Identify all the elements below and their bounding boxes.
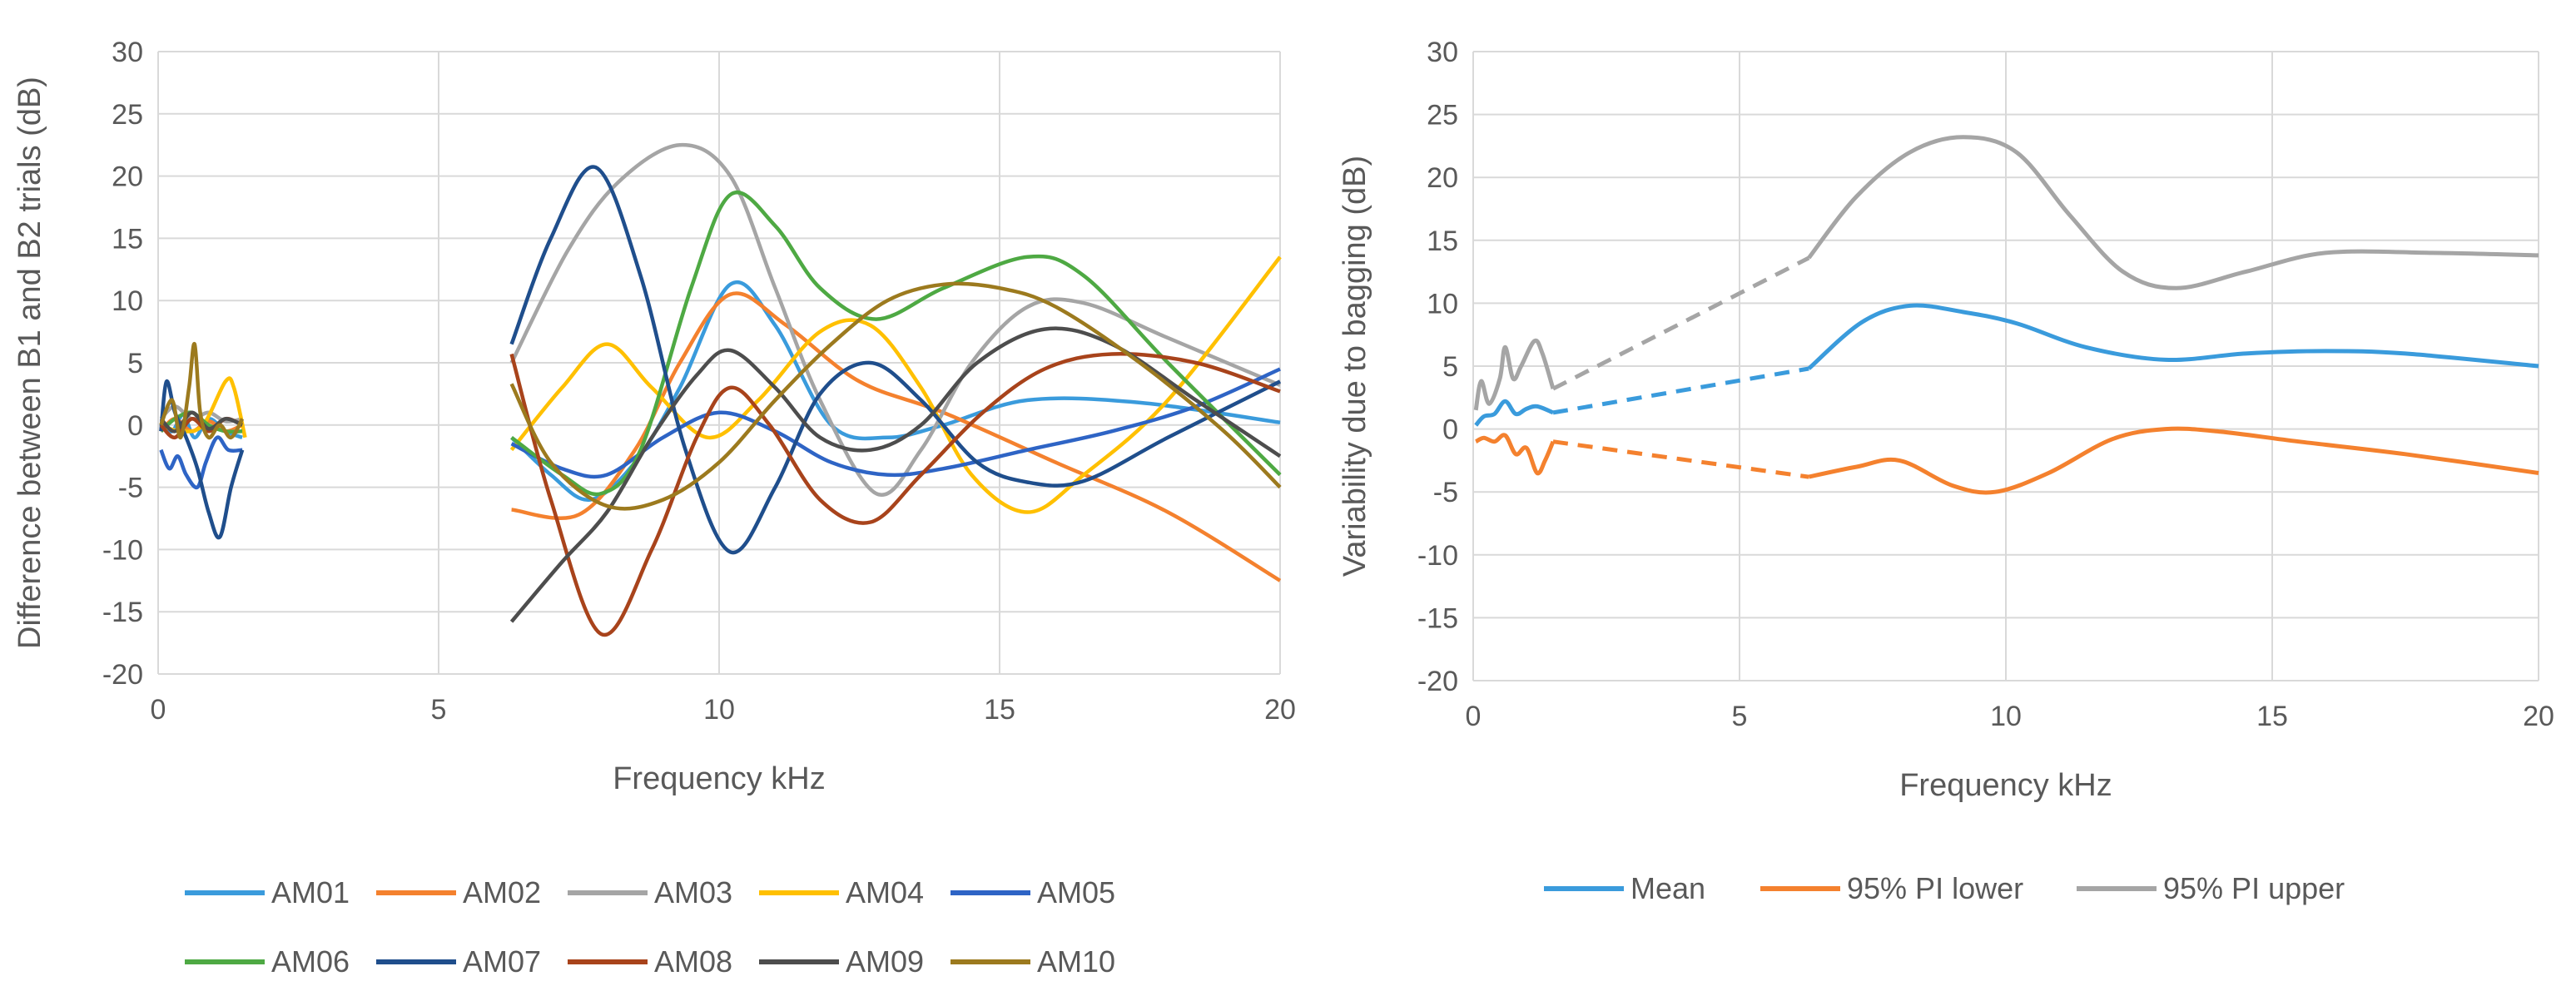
y-tick-label: 25 (1427, 100, 1458, 131)
x-axis-title: Frequency kHz (613, 761, 826, 796)
legend-item[interactable]: AM03 (568, 875, 732, 909)
series-am05 (159, 367, 1281, 490)
x-tick-label: 15 (984, 694, 1015, 726)
gridlines (157, 51, 1281, 675)
y-tick-label: -10 (102, 534, 143, 566)
series-am09 (159, 326, 1282, 623)
y-tick-label: -20 (1417, 666, 1458, 697)
series-bridge-line (1552, 439, 1809, 479)
legend-item[interactable]: AM02 (376, 875, 541, 909)
legend-label: AM04 (846, 875, 924, 909)
x-tick-label: 15 (2256, 701, 2288, 732)
series-am03 (159, 142, 1281, 497)
legend-item[interactable]: Mean (1544, 871, 1705, 905)
y-axis-title: Difference between B1 and B2 trials (dB) (12, 77, 47, 649)
legend-item[interactable]: 95% PI upper (2077, 871, 2345, 905)
y-tick-label: 0 (1442, 414, 1458, 446)
series-mean (1474, 303, 2539, 427)
legend: Mean 95% PI lower 95% PI upper (1544, 871, 2345, 905)
series-low-frequency-line (159, 435, 243, 490)
series-am07 (159, 165, 1282, 555)
y-tick-label: 30 (112, 37, 143, 68)
y-tick-label: 30 (1427, 37, 1458, 68)
legend-label: 95% PI upper (2163, 871, 2345, 905)
series-high-frequency-line (1807, 303, 2539, 370)
series-high-frequency-line (509, 142, 1281, 497)
legend-label: AM03 (654, 875, 732, 909)
legend-label: Mean (1630, 871, 1705, 905)
y-tick-label: 15 (1427, 225, 1458, 257)
series-high-frequency-line (509, 281, 1282, 511)
series-95-pi-lower (1475, 426, 2539, 495)
series-bridge-line (1552, 366, 1809, 415)
series-low-frequency-line (159, 342, 245, 440)
y-tick-label: 10 (112, 285, 143, 317)
series-high-frequency-line (1808, 426, 2539, 495)
legend-label: AM06 (271, 944, 350, 979)
series-bridge-line (1551, 255, 1810, 391)
y-tick-label: -10 (1417, 540, 1458, 572)
legend-item[interactable]: AM09 (759, 944, 924, 979)
series-high-frequency-line (509, 165, 1282, 555)
legend-label: AM07 (463, 944, 541, 979)
legend-label: AM10 (1037, 944, 1115, 979)
x-tick-label: 5 (1732, 701, 1748, 732)
legend-item[interactable]: AM04 (759, 875, 924, 909)
legend-item[interactable]: AM05 (950, 875, 1115, 909)
legend-label: AM02 (463, 875, 541, 909)
legend-label: AM09 (846, 944, 924, 979)
x-tick-label: 10 (1990, 701, 2022, 732)
x-tick-label: 20 (2523, 701, 2554, 732)
legend-item[interactable]: AM06 (185, 944, 350, 979)
series-am08 (159, 352, 1281, 637)
y-tick-label: 15 (112, 223, 143, 255)
y-tick-label: 5 (1442, 351, 1458, 383)
y-axis-title: Variability due to bagging (dB) (1338, 156, 1372, 577)
y-tick-label: 20 (112, 161, 143, 193)
legend-item[interactable]: 95% PI lower (1760, 871, 2023, 905)
y-tick-label: -5 (1433, 477, 1458, 508)
y-tick-label: -20 (102, 659, 143, 691)
legend-item[interactable]: AM08 (568, 944, 732, 979)
x-tick-label: 0 (1466, 701, 1482, 732)
series-high-frequency-line (509, 255, 1282, 514)
series-am10 (159, 281, 1282, 511)
legend-label: AM01 (271, 875, 350, 909)
series-low-frequency-line (1474, 399, 1554, 427)
series-high-frequency-line (510, 191, 1282, 497)
x-tick-label: 20 (1264, 694, 1296, 726)
series-low-frequency-line (159, 379, 245, 540)
series-low-frequency-line (1473, 338, 1556, 411)
y-tick-label: -5 (118, 473, 143, 504)
x-axis-title: Frequency kHz (1899, 768, 2112, 803)
legend: AM01 AM02 AM03 AM04 AM05 AM06 AM07 AM08 AM09 AM10 (185, 875, 1115, 979)
chart-variability-bagging: 30 25 20 15 10 5 0 -5 -10 -15 -20 0 5 10 15 20 Frequency… (1338, 37, 2554, 905)
x-tick-label: 0 (151, 694, 166, 726)
gridlines (1472, 51, 2539, 681)
legend-label: AM08 (654, 944, 732, 979)
x-tick-label: 10 (703, 694, 735, 726)
legend-label: AM05 (1037, 875, 1115, 909)
y-tick-label: 5 (127, 348, 143, 379)
y-tick-label: -15 (1417, 602, 1458, 634)
legend-item[interactable]: AM01 (185, 875, 350, 909)
series-high-frequency-line (509, 352, 1281, 637)
x-tick-label: 5 (431, 694, 447, 726)
series-high-frequency-line (510, 367, 1281, 479)
y-tick-label: 10 (1427, 288, 1458, 320)
y-tick-label: 25 (112, 99, 143, 131)
y-tick-label: 20 (1427, 162, 1458, 194)
legend-label: 95% PI lower (1847, 871, 2023, 905)
legend-item[interactable]: AM07 (376, 944, 541, 979)
series-low-frequency-line (1475, 433, 1556, 476)
series-high-frequency-line (1807, 135, 2539, 290)
y-tick-label: 0 (127, 410, 143, 442)
series-95-pi-upper (1473, 135, 2539, 411)
legend-item[interactable]: AM10 (950, 944, 1115, 979)
y-tick-label: -15 (102, 597, 143, 628)
